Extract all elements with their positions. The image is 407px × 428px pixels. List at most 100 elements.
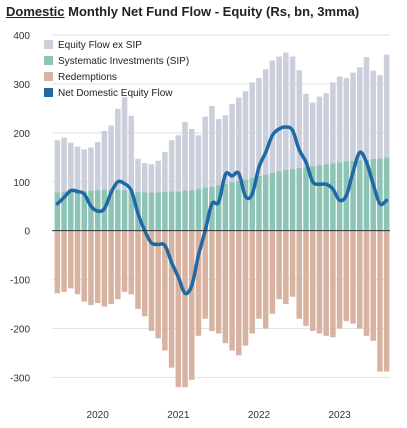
bar-redemptions (262, 230, 269, 329)
bar-redemptions (383, 230, 390, 372)
bar-redemptions (182, 230, 188, 388)
bar-equity-ex-sip (343, 78, 350, 162)
bar-sip (88, 190, 94, 231)
bar-redemptions (330, 230, 336, 338)
bar-redemptions (54, 230, 61, 294)
bar-sip (222, 183, 229, 231)
bar-equity-ex-sip (242, 91, 249, 180)
chart-title: Domestic Monthly Net Fund Flow - Equity … (6, 4, 359, 19)
bar-redemptions (189, 230, 195, 380)
bar-sip (141, 192, 148, 231)
bar-equity-ex-sip (168, 140, 175, 192)
bar-equity-ex-sip (68, 142, 74, 192)
bar-sip (74, 191, 81, 231)
y-tick-label: -100 (10, 276, 30, 287)
bar-redemptions (115, 230, 121, 300)
bar-equity-ex-sip (202, 116, 208, 188)
bar-redemptions (121, 230, 128, 292)
bar-equity-ex-sip (222, 115, 229, 184)
bar-equity-ex-sip (195, 135, 202, 190)
bar-redemptions (289, 230, 296, 297)
bar-sip (357, 160, 363, 231)
bar-equity-ex-sip (61, 137, 67, 192)
bar-equity-ex-sip (316, 96, 323, 166)
bar-equity-ex-sip (108, 125, 114, 190)
bar-redemptions (68, 230, 74, 289)
x-tick-label: 2020 (87, 410, 110, 421)
bar-redemptions (202, 230, 208, 319)
bar-sip (121, 190, 128, 231)
y-tick-label: 200 (13, 129, 30, 140)
y-tick-label: 100 (13, 178, 30, 189)
bar-sip (108, 189, 114, 231)
bar-equity-ex-sip (283, 52, 289, 171)
bar-equity-ex-sip (350, 72, 356, 161)
bar-equity-ex-sip (74, 146, 81, 192)
bar-redemptions (229, 230, 235, 351)
chart-title-highlight: Domestic (6, 4, 65, 19)
bar-redemptions (215, 230, 222, 334)
bar-sip (283, 170, 289, 231)
bar-sip (189, 190, 195, 231)
bar-redemptions (236, 230, 242, 356)
bar-equity-ex-sip (269, 60, 276, 173)
bar-sip (363, 159, 370, 231)
bar-sip (309, 166, 316, 231)
bar-redemptions (94, 230, 101, 304)
bar-redemptions (88, 230, 94, 306)
bar-sip (262, 174, 269, 231)
y-tick-label: -300 (10, 373, 30, 384)
legend-swatch (44, 72, 53, 81)
bar-equity-ex-sip (101, 130, 108, 190)
bar-redemptions (370, 230, 376, 341)
bar-redemptions (350, 230, 356, 324)
bar-sip (162, 192, 168, 231)
bar-equity-ex-sip (54, 140, 61, 193)
bar-equity-ex-sip (209, 105, 215, 187)
bar-sip (323, 164, 329, 231)
bar-equity-ex-sip (141, 163, 148, 193)
bar-redemptions (108, 230, 114, 305)
bar-redemptions (357, 230, 363, 329)
bar-redemptions (303, 230, 309, 327)
legend: Equity Flow ex SIP Systematic Investments… (44, 40, 189, 99)
bar-sip (175, 191, 182, 231)
bar-sip (256, 175, 262, 231)
y-tick-label: 400 (13, 31, 30, 42)
bar-redemptions (209, 230, 215, 331)
y-tick-label: 300 (13, 80, 30, 91)
bar-redemptions (141, 230, 148, 317)
bar-sip (54, 192, 61, 231)
bar-equity-ex-sip (383, 54, 390, 158)
legend-label: Equity Flow ex SIP (58, 40, 142, 51)
net-flow-line (55, 125, 389, 296)
bar-equity-ex-sip (323, 93, 329, 165)
bar-equity-ex-sip (229, 103, 235, 183)
bar-sip (168, 191, 175, 231)
bar-equity-ex-sip (289, 56, 296, 170)
bar-redemptions (363, 230, 370, 336)
bar-redemptions (61, 230, 67, 292)
bar-sip (249, 177, 255, 231)
y-tick-label: 0 (24, 227, 30, 238)
bar-equity-ex-sip (128, 115, 135, 192)
bar-redemptions (128, 230, 135, 295)
bar-sip (377, 158, 383, 231)
bar-equity-ex-sip (81, 149, 87, 192)
bar-redemptions (316, 230, 323, 334)
bar-sip (289, 169, 296, 231)
bar-equity-ex-sip (309, 102, 316, 167)
bar-equity-ex-sip (215, 119, 222, 186)
bar-redemptions (296, 230, 303, 319)
bar-sip (155, 192, 161, 231)
bar-sip (182, 190, 188, 231)
legend-label: Systematic Investments (SIP) (58, 56, 189, 67)
bar-sip (330, 163, 336, 231)
bar-sip (128, 191, 135, 231)
bar-redemptions (168, 230, 175, 368)
axes: 400 300 200 100 0 -100 -200 -300 2020 2021 2022 202… (10, 31, 390, 421)
bar-sip (336, 162, 343, 231)
bar-redemptions (242, 230, 249, 346)
bar-equity-ex-sip (262, 69, 269, 175)
